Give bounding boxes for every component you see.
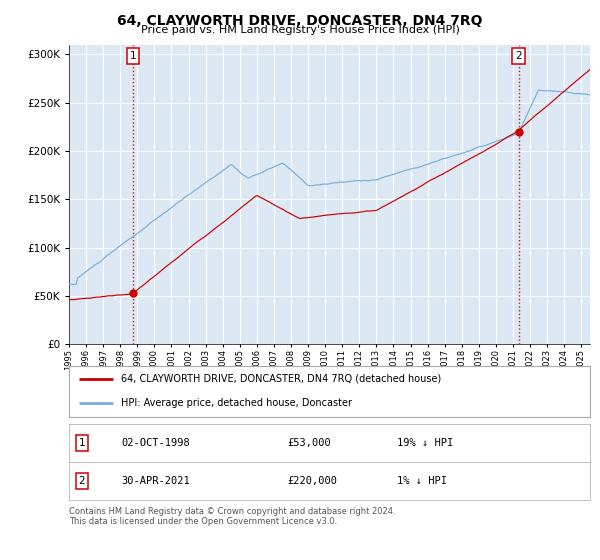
Text: 64, CLAYWORTH DRIVE, DONCASTER, DN4 7RQ: 64, CLAYWORTH DRIVE, DONCASTER, DN4 7RQ	[117, 14, 483, 28]
Text: 2: 2	[515, 51, 522, 61]
Text: 19% ↓ HPI: 19% ↓ HPI	[397, 438, 454, 448]
Text: 2: 2	[79, 476, 85, 486]
Text: 1: 1	[79, 438, 85, 448]
Text: 30-APR-2021: 30-APR-2021	[121, 476, 190, 486]
Text: HPI: Average price, detached house, Doncaster: HPI: Average price, detached house, Donc…	[121, 398, 352, 408]
Text: 1: 1	[130, 51, 136, 61]
Text: Price paid vs. HM Land Registry's House Price Index (HPI): Price paid vs. HM Land Registry's House …	[140, 25, 460, 35]
Text: 02-OCT-1998: 02-OCT-1998	[121, 438, 190, 448]
Text: £220,000: £220,000	[288, 476, 338, 486]
Text: 64, CLAYWORTH DRIVE, DONCASTER, DN4 7RQ (detached house): 64, CLAYWORTH DRIVE, DONCASTER, DN4 7RQ …	[121, 374, 442, 384]
Text: £53,000: £53,000	[288, 438, 331, 448]
Text: 1% ↓ HPI: 1% ↓ HPI	[397, 476, 447, 486]
Text: Contains HM Land Registry data © Crown copyright and database right 2024.
This d: Contains HM Land Registry data © Crown c…	[69, 507, 395, 526]
